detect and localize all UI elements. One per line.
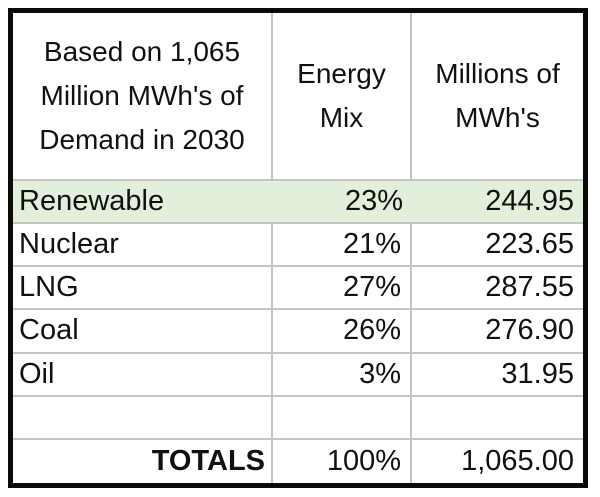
header-demand-basis-cell[interactable]: Based on 1,065 Million MWh's of Demand i… (13, 13, 273, 181)
empty-mix-cell[interactable] (273, 396, 412, 440)
nuclear-mix-cell[interactable]: 21% (273, 224, 412, 268)
nuclear-mwh-cell[interactable]: 223.65 (412, 224, 583, 268)
coal-mwh-cell[interactable]: 276.90 (412, 310, 583, 354)
lng-mix-cell[interactable]: 27% (273, 267, 412, 311)
totals-label-cell[interactable]: TOTALS (13, 439, 273, 483)
coal-source-cell[interactable]: Coal (13, 310, 273, 354)
totals-mix-cell[interactable]: 100% (273, 439, 412, 483)
lng-source-cell[interactable]: LNG (13, 267, 273, 311)
oil-mix-cell[interactable]: 3% (273, 353, 412, 397)
coal-mix-cell[interactable]: 26% (273, 310, 412, 354)
empty-mwh-cell[interactable] (412, 397, 583, 440)
energy-mix-table: Based on 1,065 Million MWh's of Demand i… (8, 8, 588, 488)
empty-source-cell[interactable] (13, 396, 273, 440)
header-energy-mix-cell[interactable]: Energy Mix (273, 13, 412, 181)
lng-mwh-cell[interactable]: 287.55 (412, 267, 583, 311)
renewable-mix-cell[interactable]: 23% (273, 181, 412, 225)
nuclear-source-cell[interactable]: Nuclear (13, 224, 273, 268)
totals-mwh-cell[interactable]: 1,065.00 (461, 444, 574, 477)
oil-mwh-cell[interactable]: 31.95 (412, 354, 583, 397)
oil-source-cell[interactable]: Oil (13, 353, 273, 397)
renewable-source-cell[interactable]: Renewable (13, 181, 273, 225)
renewable-mwh-cell[interactable]: 244.95 (412, 181, 583, 225)
header-millions-mwh-cell[interactable]: Millions of MWh's (412, 13, 583, 181)
